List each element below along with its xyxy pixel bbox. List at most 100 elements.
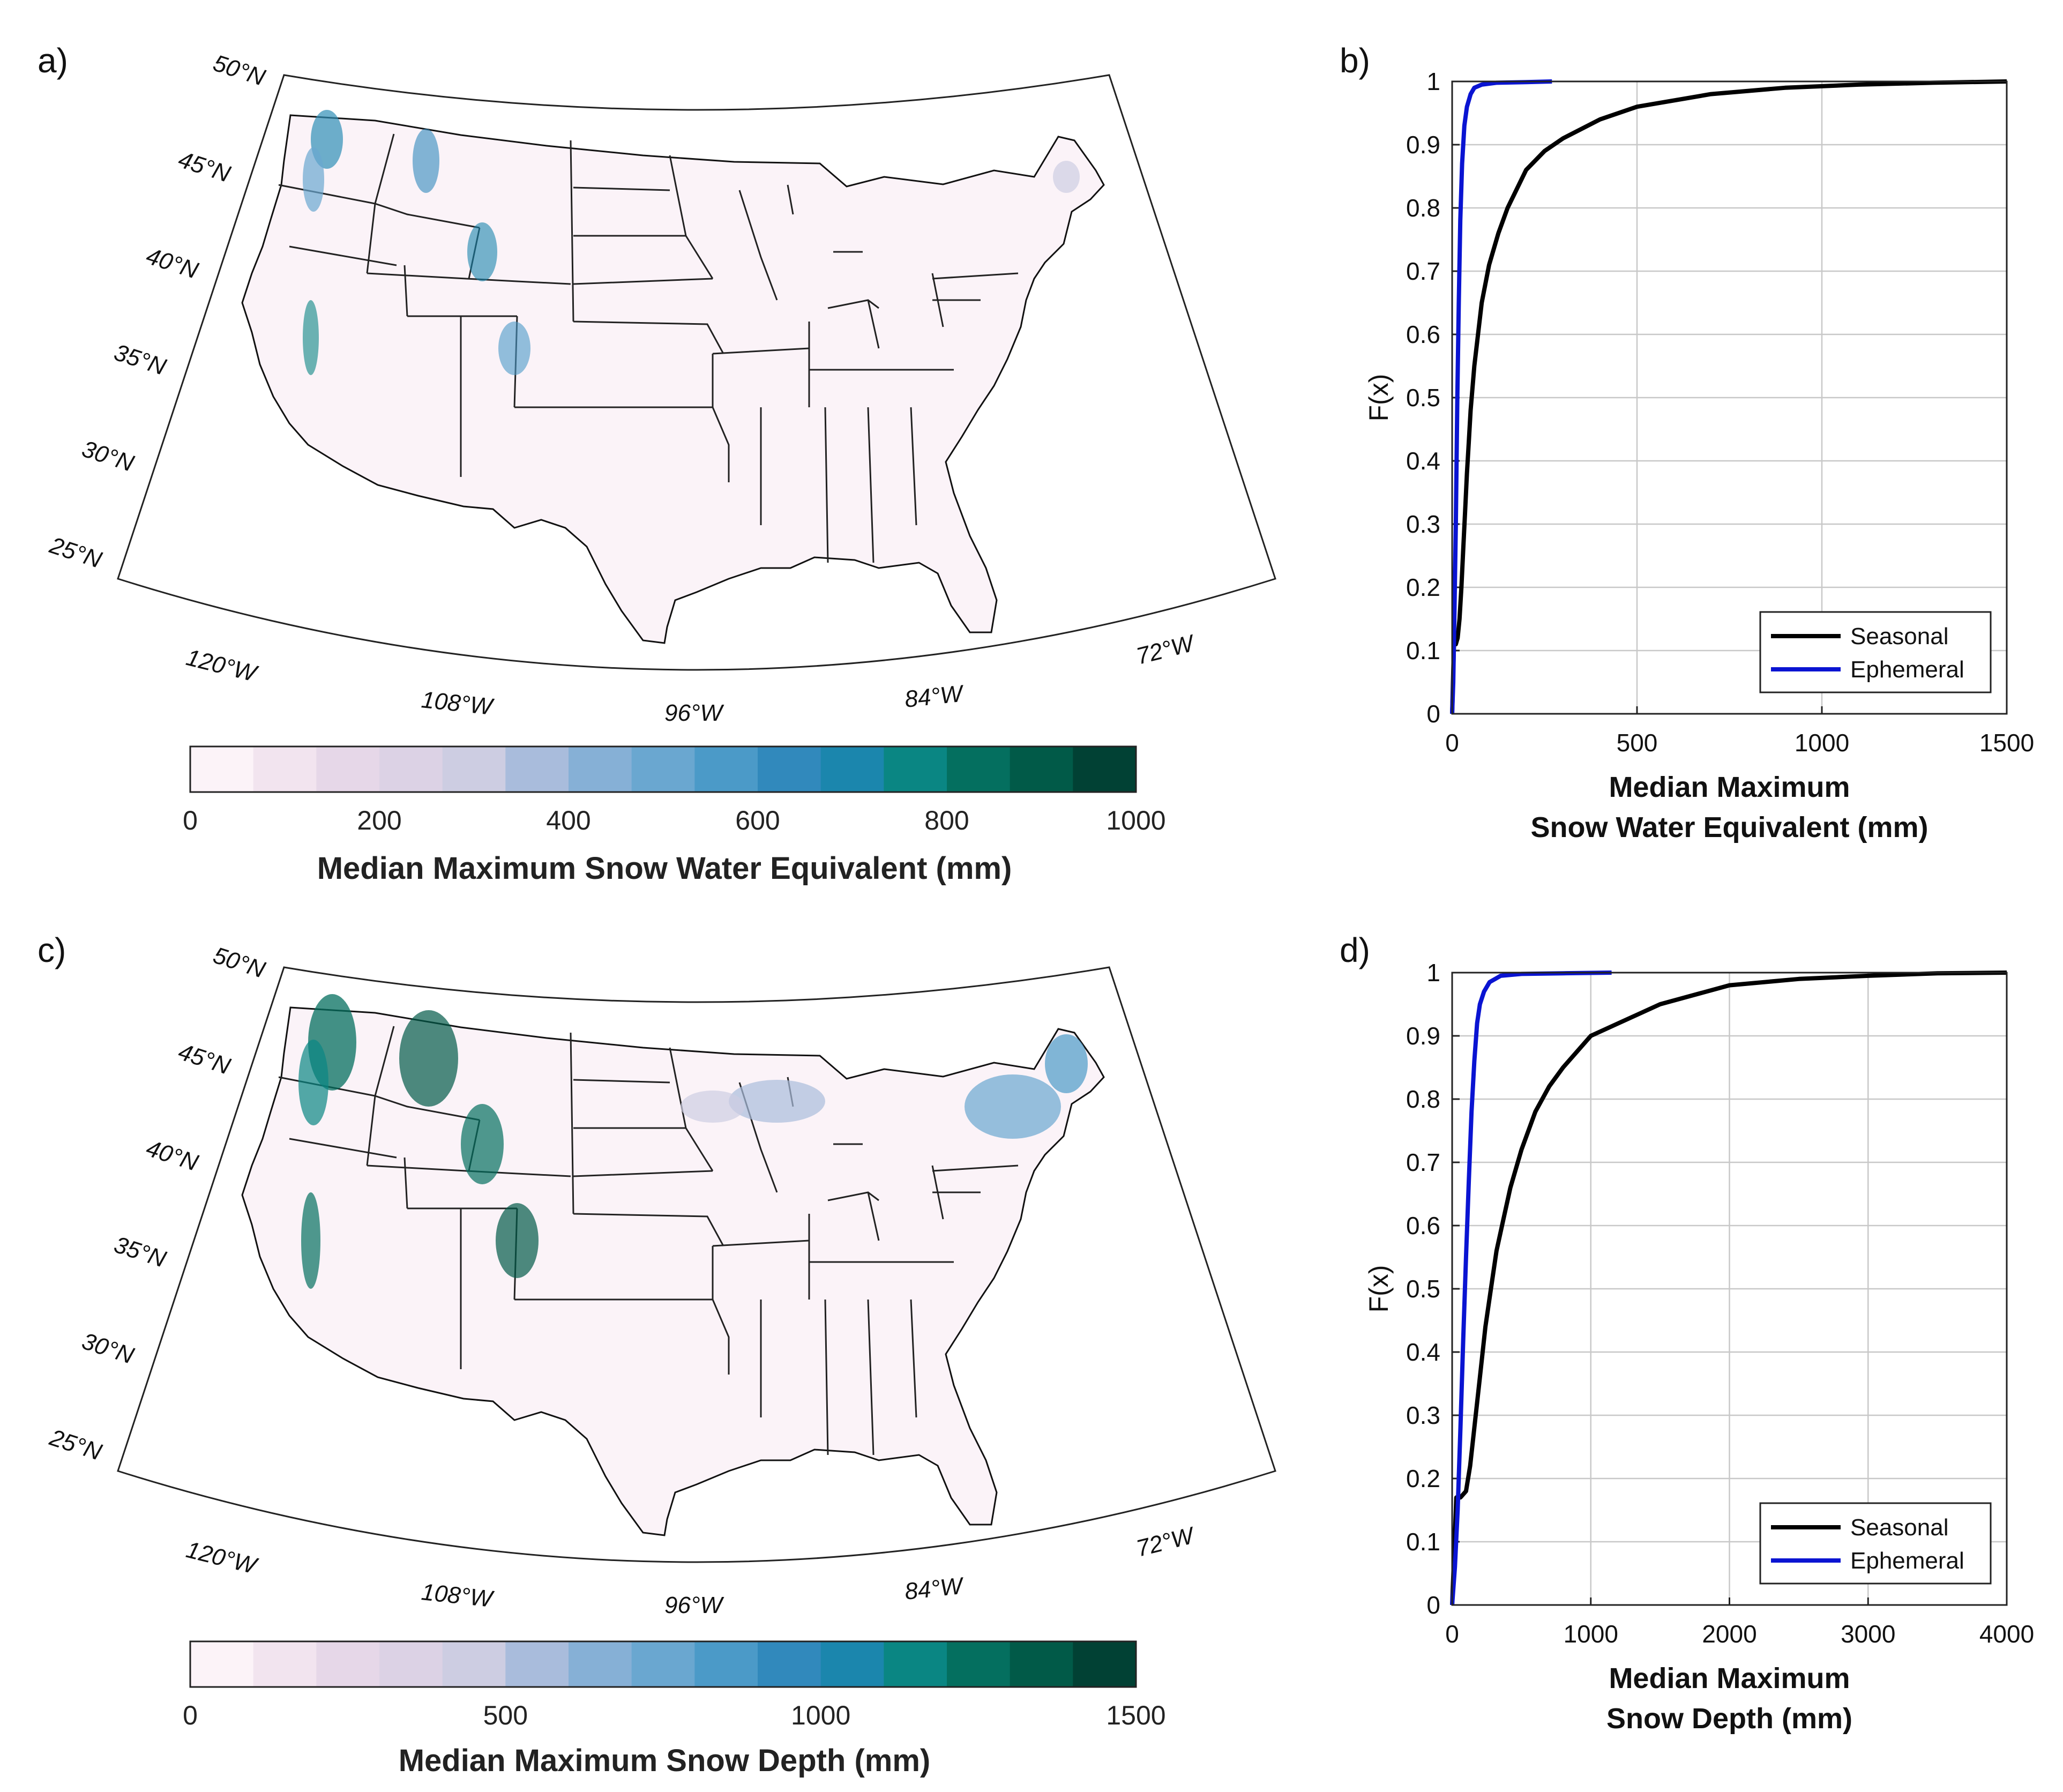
x-tick-label: 1000: [1795, 729, 1849, 757]
x-tick-label: 4000: [1979, 1620, 2034, 1648]
legend-entry-label: Seasonal: [1850, 623, 1948, 649]
y-tick-label: 0.2: [1406, 573, 1440, 601]
y-tick-label: 0.2: [1406, 1465, 1440, 1492]
colorbar-swatch: [1073, 1641, 1137, 1687]
legend-entry-label: Seasonal: [1850, 1514, 1948, 1541]
depth-cdf-chart: 0 0.1 0.2 0.3 0.4 0.5 0.6 0.7 0.8 0.9 1 0 1000 2000 30…: [1364, 959, 2034, 1735]
lat-label: 25°N: [46, 1424, 105, 1466]
lat-label: 40°N: [143, 1135, 201, 1176]
colorbar-swatch: [442, 746, 506, 792]
swe-colorbar: 0 200 400 600 800 1000: [183, 745, 1166, 835]
colorbar-tick-label: 800: [924, 805, 969, 835]
x-tick-label: 3000: [1841, 1620, 1895, 1648]
axes-box: [1451, 80, 2008, 715]
colorbar-swatch: [190, 1641, 254, 1687]
colorbar-tick-label: 500: [483, 1700, 528, 1730]
x-axis-title: Median Maximum: [1609, 1662, 1850, 1694]
colorbar-tick-label: 400: [546, 805, 591, 835]
colorbar-tick-label: 0: [183, 805, 198, 835]
y-tick-label: 0.8: [1406, 194, 1440, 222]
colorbar-swatch: [758, 746, 821, 792]
colorbar-tick-label: 1500: [1106, 1700, 1165, 1730]
lon-label: 84°W: [903, 1573, 966, 1605]
colorbar-swatch: [694, 1641, 758, 1687]
lon-label: 120°W: [184, 1536, 261, 1579]
y-tick-label: 0.5: [1406, 384, 1440, 412]
y-tick-label: 0.5: [1406, 1275, 1440, 1303]
colorbar-swatch: [1073, 746, 1137, 792]
x-tick-label: 0: [1445, 1620, 1459, 1648]
series-line-ephemeral: [1450, 79, 1552, 714]
panel-label-b: b): [1340, 41, 1370, 80]
colorbar-swatch: [316, 746, 380, 792]
colorbar-tick-label: 0: [183, 1700, 198, 1730]
colorbar-swatch: [569, 746, 632, 792]
legend-entry-label: Ephemeral: [1850, 1548, 1964, 1574]
colorbar-swatch: [884, 1641, 947, 1687]
lon-label: 72°W: [1134, 630, 1198, 670]
legend-box: [1759, 611, 1992, 693]
colorbar-swatch: [758, 1641, 821, 1687]
y-tick-label: 0.3: [1406, 1401, 1440, 1429]
swe-colorbar-title: Median Maximum Snow Water Equivalent (mm…: [317, 851, 1012, 886]
panel-label-d: d): [1340, 931, 1370, 969]
y-tick-label: 0.8: [1406, 1085, 1440, 1113]
lat-label: 30°N: [79, 436, 137, 477]
lon-label: 84°W: [903, 681, 966, 713]
series-line-seasonal: [1450, 79, 2007, 714]
x-axis-title: Median Maximum: [1609, 771, 1850, 803]
colorbar-frame: [189, 745, 1137, 793]
y-axis-title: F(x): [1364, 1265, 1394, 1313]
colorbar-swatch: [820, 746, 884, 792]
colorbar-swatch: [505, 1641, 569, 1687]
lon-label: 120°W: [184, 644, 261, 687]
y-tick-label: 0.9: [1406, 131, 1440, 159]
y-tick-label: 0.3: [1406, 510, 1440, 538]
x-tick-label: 1000: [1564, 1620, 1618, 1648]
colorbar-swatch: [631, 746, 695, 792]
lat-label: 30°N: [79, 1328, 137, 1369]
colorbar-swatch: [884, 746, 947, 792]
colorbar-swatch: [442, 1641, 506, 1687]
lat-label: 50°N: [210, 942, 268, 983]
y-tick-label: 0.4: [1406, 447, 1440, 475]
lon-label: 108°W: [420, 1579, 495, 1612]
x-axis-title: Snow Water Equivalent (mm): [1530, 811, 1928, 843]
colorbar-frame: [189, 1640, 1137, 1688]
y-axis-title: F(x): [1364, 374, 1394, 422]
panel-label-c: c): [38, 931, 66, 969]
lat-label: 50°N: [210, 50, 268, 91]
y-tick-label: 0.6: [1406, 320, 1440, 348]
swe-cdf-chart: 0 0.1 0.2 0.3 0.4 0.5 0.6 0.7 0.8 0.9 1 0 500 1000 150…: [1364, 68, 2034, 843]
lon-label: 72°W: [1134, 1522, 1198, 1562]
depth-colorbar-title: Median Maximum Snow Depth (mm): [399, 1743, 931, 1778]
y-tick-label: 0: [1426, 1591, 1440, 1619]
legend-box: [1759, 1502, 1992, 1585]
lat-label: 25°N: [46, 532, 105, 573]
x-tick-label: 2000: [1702, 1620, 1756, 1648]
lon-label: 96°W: [664, 700, 724, 726]
colorbar-swatch: [631, 1641, 695, 1687]
colorbar-swatch: [820, 1641, 884, 1687]
lon-label: 108°W: [420, 686, 495, 720]
depth-map: 50°N 45°N 40°N 35°N 30°N 25°N 120°W 108°…: [46, 942, 1276, 1618]
lat-label: 40°N: [143, 243, 201, 284]
colorbar-tick-label: 200: [357, 805, 401, 835]
x-tick-label: 0: [1445, 729, 1459, 757]
colorbar-tick-label: 1000: [1106, 805, 1165, 835]
colorbar-swatch: [947, 746, 1011, 792]
y-tick-label: 0.4: [1406, 1338, 1440, 1366]
colorbar-swatch: [1010, 746, 1073, 792]
colorbar-swatch: [569, 1641, 632, 1687]
panel-label-a: a): [38, 41, 68, 80]
y-tick-label: 0.9: [1406, 1022, 1440, 1050]
x-tick-label: 1500: [1979, 729, 2034, 757]
y-tick-label: 0: [1426, 700, 1440, 728]
colorbar-swatch: [379, 746, 443, 792]
y-tick-label: 0.7: [1406, 257, 1440, 285]
x-tick-label: 500: [1617, 729, 1658, 757]
colorbar-swatch: [505, 746, 569, 792]
y-tick-label: 0.1: [1406, 1528, 1440, 1556]
colorbar-tick-label: 600: [735, 805, 780, 835]
colorbar-swatch: [694, 746, 758, 792]
